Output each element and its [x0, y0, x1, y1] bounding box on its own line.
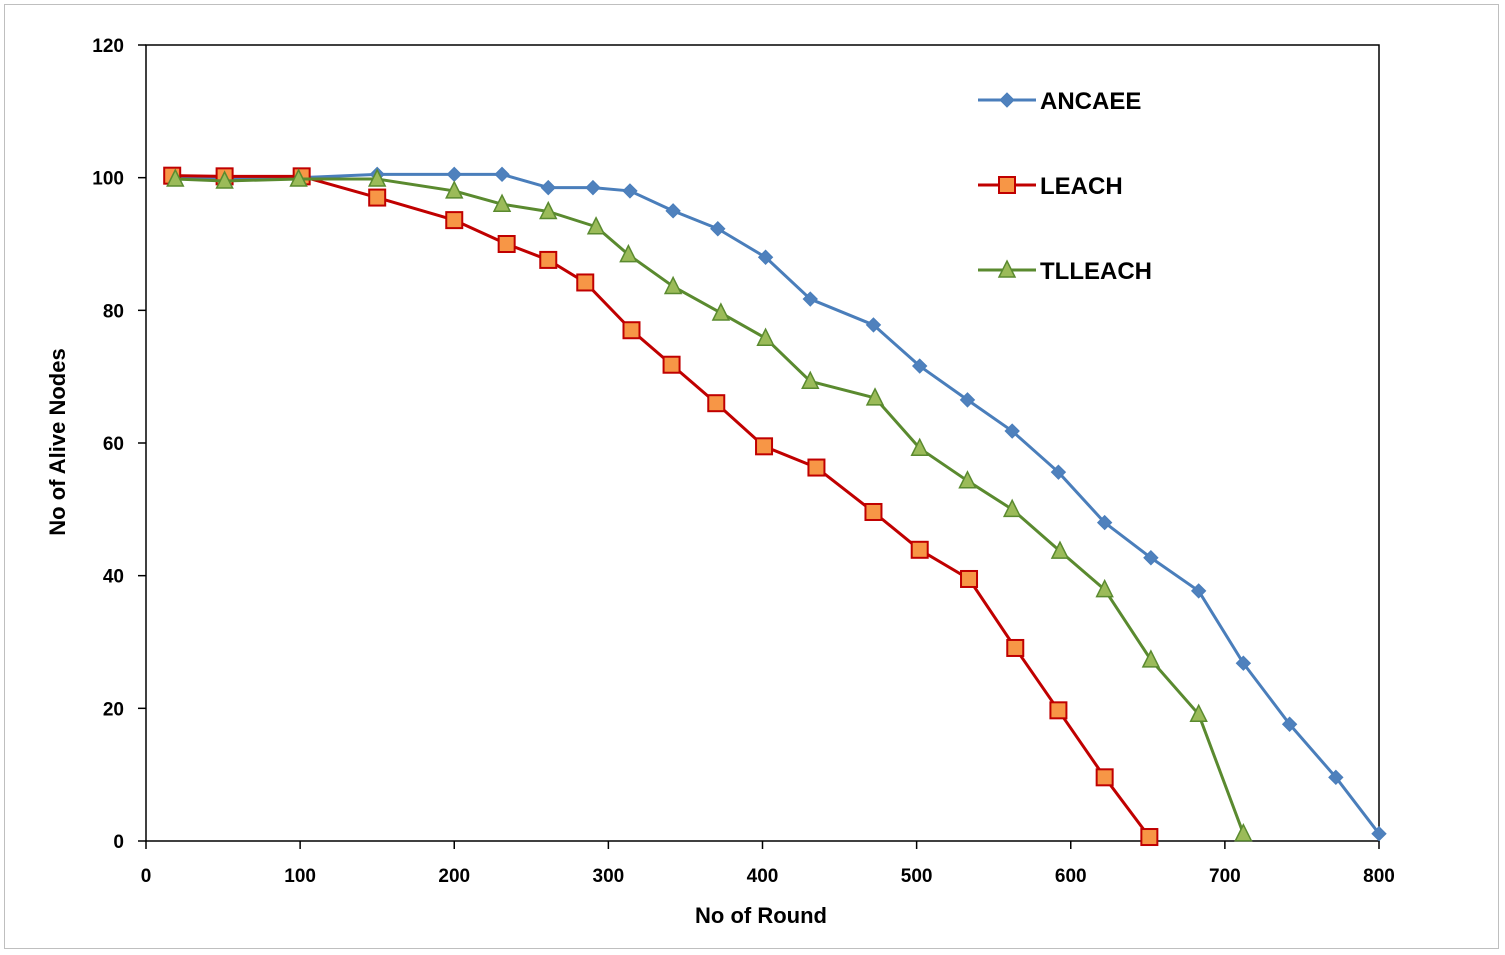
data-point-triangle — [166, 168, 185, 187]
data-point-square — [1049, 701, 1068, 720]
data-point-diamond — [665, 203, 681, 219]
data-point-diamond — [1143, 550, 1159, 566]
y-tick-label: 40 — [103, 567, 124, 588]
x-tick-label: 800 — [1363, 866, 1395, 887]
data-point-diamond — [1004, 423, 1020, 439]
data-point-square — [368, 188, 387, 207]
data-point-diamond — [1050, 464, 1067, 480]
x-tick-label: 0 — [141, 866, 152, 887]
series-line — [176, 172, 1381, 835]
legend-marker-triangle — [997, 259, 1017, 278]
series-tlleach — [166, 168, 1253, 842]
legend-item-ancaee: ANCAEE — [978, 88, 1141, 115]
x-tick-label: 500 — [901, 866, 933, 887]
data-point-diamond — [1371, 825, 1387, 842]
series-leach — [163, 166, 1159, 847]
x-tick-label: 700 — [1209, 866, 1241, 887]
y-tick-label: 120 — [92, 36, 124, 57]
series-line — [172, 174, 1151, 838]
legend-label: TLLEACH — [1040, 258, 1152, 285]
data-point-square — [662, 355, 681, 374]
chart-frame — [4, 4, 1499, 949]
data-point-diamond — [802, 291, 818, 307]
series-layer — [163, 166, 1387, 847]
axes: 0 20 40 60 80 100 120 0 100 200 300 400 500 600 700 800 — [92, 36, 1395, 887]
y-tick-label: 80 — [103, 301, 124, 322]
series-ancaee — [169, 166, 1387, 842]
data-point-diamond — [757, 249, 774, 265]
data-point-square — [960, 569, 979, 588]
data-point-triangle — [958, 470, 977, 489]
data-point-triangle — [215, 170, 234, 189]
data-point-triangle — [1234, 823, 1253, 842]
data-point-diamond — [1328, 769, 1344, 786]
x-tick-label: 300 — [593, 866, 625, 887]
data-point-square — [445, 211, 464, 230]
data-point-square — [910, 540, 929, 559]
data-point-square — [1006, 638, 1025, 657]
data-point-triangle — [910, 437, 929, 457]
legend-marker-diamond — [999, 92, 1015, 108]
series-line — [175, 177, 1245, 835]
data-point-diamond — [446, 166, 462, 183]
data-point-diamond — [1281, 716, 1298, 732]
data-point-triangle — [1002, 498, 1022, 518]
data-point-diamond — [865, 317, 882, 333]
data-point-diamond — [540, 179, 556, 196]
y-tick-label: 20 — [103, 699, 124, 720]
data-point-square — [1095, 768, 1114, 787]
x-tick-label: 200 — [438, 866, 470, 887]
data-point-square — [539, 250, 558, 269]
data-point-triangle — [663, 275, 683, 295]
y-tick-label: 100 — [92, 169, 124, 190]
data-point-square — [1140, 828, 1159, 847]
data-point-triangle — [492, 193, 512, 212]
data-point-triangle — [1050, 540, 1070, 559]
data-point-triangle — [756, 327, 775, 346]
data-point-triangle — [586, 216, 606, 235]
legend-label: ANCAEE — [1040, 88, 1141, 115]
data-point-square — [807, 458, 826, 477]
y-axis-title: No of Alive Nodes — [45, 348, 70, 535]
data-point-diamond — [494, 166, 510, 183]
data-point-triangle — [289, 168, 308, 187]
data-point-triangle — [539, 200, 558, 220]
data-point-square — [707, 394, 726, 413]
legend-item-leach: LEACH — [978, 173, 1123, 200]
legend: ANCAEE LEACH TLLEACH — [978, 88, 1152, 285]
data-point-diamond — [622, 183, 638, 199]
x-axis-title: No of Round — [695, 903, 827, 928]
data-point-diamond — [1235, 655, 1252, 671]
data-point-triangle — [801, 370, 820, 390]
data-point-square — [576, 273, 595, 292]
data-point-diamond — [585, 179, 601, 196]
data-point-triangle — [711, 302, 731, 321]
legend-item-tlleach: TLLEACH — [978, 258, 1152, 285]
y-tick-label: 60 — [103, 434, 124, 455]
data-point-triangle — [619, 243, 638, 263]
x-tick-label: 600 — [1055, 866, 1087, 887]
data-point-diamond — [1190, 583, 1207, 599]
data-point-square — [497, 235, 516, 253]
data-point-square — [864, 502, 883, 521]
data-point-diamond — [959, 392, 976, 408]
data-point-square — [755, 437, 774, 456]
x-tick-label: 400 — [747, 866, 779, 887]
data-point-diamond — [912, 358, 928, 374]
data-point-triangle — [1141, 649, 1161, 668]
data-point-triangle — [367, 168, 387, 187]
y-tick-label: 0 — [113, 832, 124, 853]
data-point-triangle — [865, 387, 885, 406]
data-point-diamond — [710, 221, 726, 237]
data-point-triangle — [1095, 578, 1114, 598]
data-point-diamond — [1096, 514, 1113, 531]
data-point-triangle — [445, 180, 464, 199]
x-tick-label: 100 — [284, 866, 316, 887]
data-point-triangle — [1189, 703, 1208, 723]
legend-label: LEACH — [1040, 173, 1123, 200]
legend-marker-square — [998, 176, 1016, 194]
data-point-square — [622, 321, 641, 340]
